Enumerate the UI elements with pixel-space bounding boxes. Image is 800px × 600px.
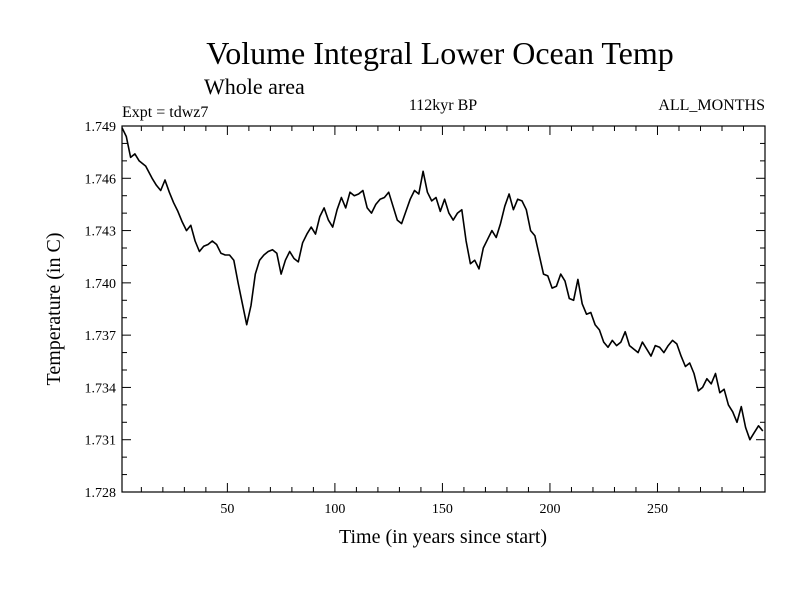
y-tick-label: 1.740 — [85, 277, 117, 292]
chart-subtitle: Whole area — [204, 74, 305, 99]
y-tick-label: 1.731 — [85, 434, 117, 449]
x-axis-ticks: 50 100 150 200 250 — [140, 126, 744, 517]
y-tick-label: 1.743 — [85, 225, 117, 240]
x-tick-label: 250 — [647, 502, 668, 517]
y-tick-label: 1.728 — [85, 486, 117, 501]
x-axis-label: Time (in years since start) — [339, 526, 547, 548]
x-tick-label: 200 — [539, 502, 560, 517]
y-axis-label: Temperature (in C) — [43, 233, 65, 386]
x-tick-label: 150 — [432, 502, 453, 517]
y-tick-label: 1.746 — [85, 172, 117, 187]
x-tick-label: 50 — [220, 502, 234, 517]
plot-frame — [121, 125, 766, 493]
months-label: ALL_MONTHS — [658, 97, 765, 114]
chart-title: Volume Integral Lower Ocean Temp — [206, 35, 674, 71]
x-tick-label: 100 — [324, 502, 345, 517]
experiment-label: Expt = tdwz7 — [122, 104, 208, 121]
y-axis-ticks: 1.728 1.731 1.734 1.737 1.740 1.743 1.746 1.749 — [85, 120, 765, 501]
y-tick-label: 1.734 — [85, 381, 117, 396]
period-label: 112kyr BP — [409, 97, 477, 114]
y-tick-label: 1.749 — [85, 120, 117, 135]
y-tick-label: 1.737 — [85, 329, 117, 344]
temperature-series-line — [121, 127, 764, 441]
